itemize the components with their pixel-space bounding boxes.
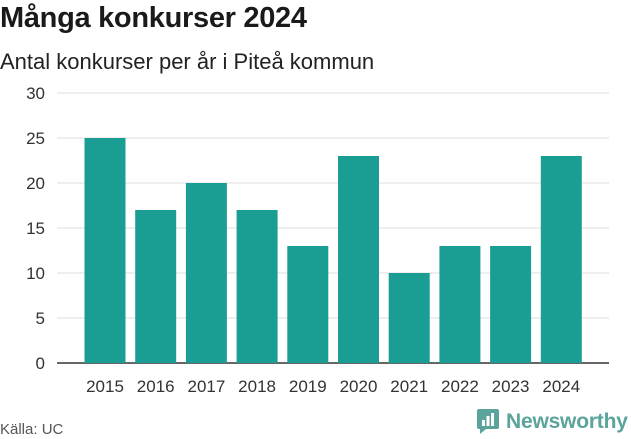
bar-2024 <box>540 156 582 363</box>
x-tick-label: 2016 <box>137 377 175 396</box>
x-tick-label: 2023 <box>492 377 530 396</box>
brand-name: Newsworthy <box>506 410 628 433</box>
x-tick-label: 2018 <box>238 377 276 396</box>
chart-title: Många konkurser 2024 <box>0 2 307 34</box>
y-tick-label: 5 <box>36 309 45 328</box>
chart-subtitle: Antal konkurser per år i Piteå kommun <box>0 49 375 74</box>
x-tick-label: 2024 <box>542 377 580 396</box>
y-tick-label: 20 <box>26 174 45 193</box>
bars <box>84 138 582 363</box>
y-tick-label: 15 <box>26 219 45 238</box>
bar-2017 <box>185 183 227 363</box>
x-tick-label: 2022 <box>441 377 479 396</box>
y-axis-tick-labels: 0 5 10 15 20 25 30 <box>26 84 45 373</box>
newsworthy-logo: Newsworthy <box>475 408 628 436</box>
x-tick-label: 2020 <box>340 377 378 396</box>
bar-2019 <box>287 246 329 363</box>
bar-2021 <box>388 273 430 363</box>
x-tick-label: 2021 <box>390 377 428 396</box>
x-axis-tick-labels: 2015 2016 2017 2018 2019 2020 2021 2022 2023 2024 <box>86 377 580 396</box>
chart-bubble-icon <box>477 409 499 434</box>
y-tick-label: 0 <box>36 354 45 373</box>
y-tick-label: 30 <box>26 84 45 103</box>
bar-2016 <box>135 210 177 363</box>
bar-2023 <box>490 246 532 363</box>
y-tick-label: 25 <box>26 129 45 148</box>
bar-2020 <box>338 156 379 363</box>
x-tick-label: 2017 <box>187 377 225 396</box>
x-tick-label: 2019 <box>289 377 327 396</box>
x-tick-label: 2015 <box>86 377 124 396</box>
bar-2018 <box>236 210 278 363</box>
y-tick-label: 10 <box>26 264 45 283</box>
bar-2022 <box>439 246 481 363</box>
source-note: Källa: UC <box>0 421 64 438</box>
bar-2015 <box>84 138 126 363</box>
